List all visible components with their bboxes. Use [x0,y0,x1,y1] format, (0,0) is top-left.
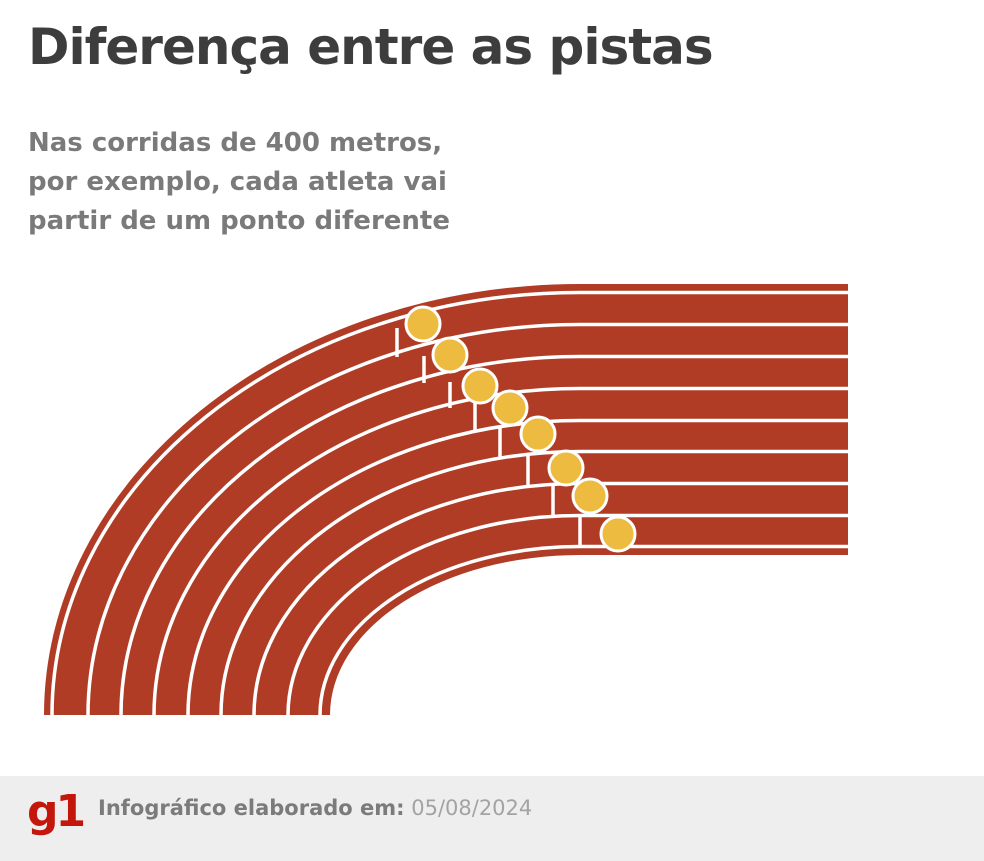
credit-text: Infográfico elaborado em: 05/08/2024 [98,796,532,820]
start-lines [395,328,582,547]
athlete-lane-1-icon [404,305,442,343]
athlete-lane-7-icon [571,477,609,515]
footer: g1 Infográfico elaborado em: 05/08/2024 [0,776,984,861]
athlete-lane-2-icon [431,336,469,374]
g1-logo: g1 [27,786,86,837]
athlete-lane-6-icon [547,449,585,487]
subtitle: Nas corridas de 400 metros, por exemplo,… [28,124,548,241]
credit-date: 05/08/2024 [411,796,533,820]
subtitle-line-3: partir de um ponto diferente [28,206,450,236]
track-diagram [44,284,848,716]
athlete-markers [404,305,637,553]
athlete-lane-5-icon [519,415,557,453]
lane-lines [50,290,848,716]
subtitle-line-1: Nas corridas de 400 metros, [28,128,443,158]
track-surface [44,284,848,715]
athlete-lane-8-icon [599,515,637,553]
athlete-lane-3-icon [461,367,499,405]
page-title: Diferença entre as pistas [28,18,714,76]
credit-label: Infográfico elaborado em: [98,796,405,820]
athlete-lane-4-icon [491,389,529,427]
subtitle-line-2: por exemplo, cada atleta vai [28,167,447,197]
